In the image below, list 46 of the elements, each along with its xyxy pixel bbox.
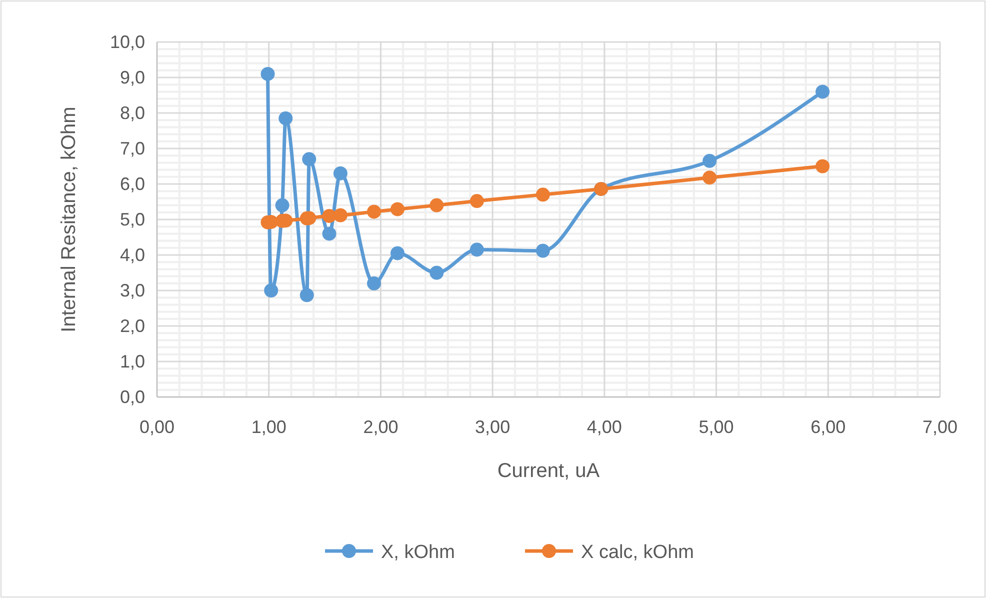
point	[702, 154, 717, 168]
legend-label: X calc, kOhm	[581, 542, 694, 563]
point	[264, 284, 278, 298]
x-tick-label: 5,00	[698, 417, 734, 437]
point	[702, 170, 717, 185]
x-tick-label: 1,00	[251, 417, 286, 437]
x-tick-label: 4,00	[586, 417, 622, 437]
point	[367, 204, 382, 219]
y-tick-label: 5,0	[120, 210, 145, 230]
point	[367, 276, 382, 290]
point	[260, 66, 275, 81]
y-tick-label: 9,0	[120, 68, 145, 88]
point	[322, 226, 336, 241]
x-tick-label: 3,00	[475, 417, 510, 437]
point	[278, 111, 293, 126]
y-tick-label: 6,0	[120, 174, 145, 194]
point	[333, 166, 348, 180]
point	[470, 194, 484, 208]
point	[302, 152, 316, 166]
point	[390, 202, 404, 216]
y-tick-label: 3,0	[120, 280, 145, 300]
x-tick-label: 7,00	[922, 417, 958, 437]
y-tick-label: 10,0	[110, 32, 145, 52]
point	[300, 288, 314, 302]
x-axis-title: Current, uA	[497, 460, 600, 482]
y-tick-label: 1,0	[120, 352, 145, 372]
x-tick-label: 0,00	[139, 417, 175, 437]
y-tick-label: 8,0	[120, 103, 145, 123]
point	[333, 208, 348, 222]
point	[536, 244, 550, 258]
point	[470, 242, 484, 257]
y-axis-title: Internal Resitance, kOhm	[58, 106, 80, 332]
point	[430, 266, 444, 280]
x-tick-label: 6,00	[810, 417, 846, 437]
point	[536, 188, 550, 202]
point	[816, 84, 830, 99]
legend-label: X, kOhm	[381, 542, 455, 563]
point	[430, 198, 444, 212]
y-tick-label: 4,0	[120, 245, 145, 265]
y-tick-label: 2,0	[120, 316, 145, 336]
y-tick-label: 0,0	[120, 387, 145, 407]
x-tick-label: 2,00	[363, 417, 398, 437]
point	[816, 159, 830, 174]
point	[275, 198, 290, 212]
y-tick-label: 7,0	[120, 138, 145, 158]
point	[390, 246, 404, 260]
